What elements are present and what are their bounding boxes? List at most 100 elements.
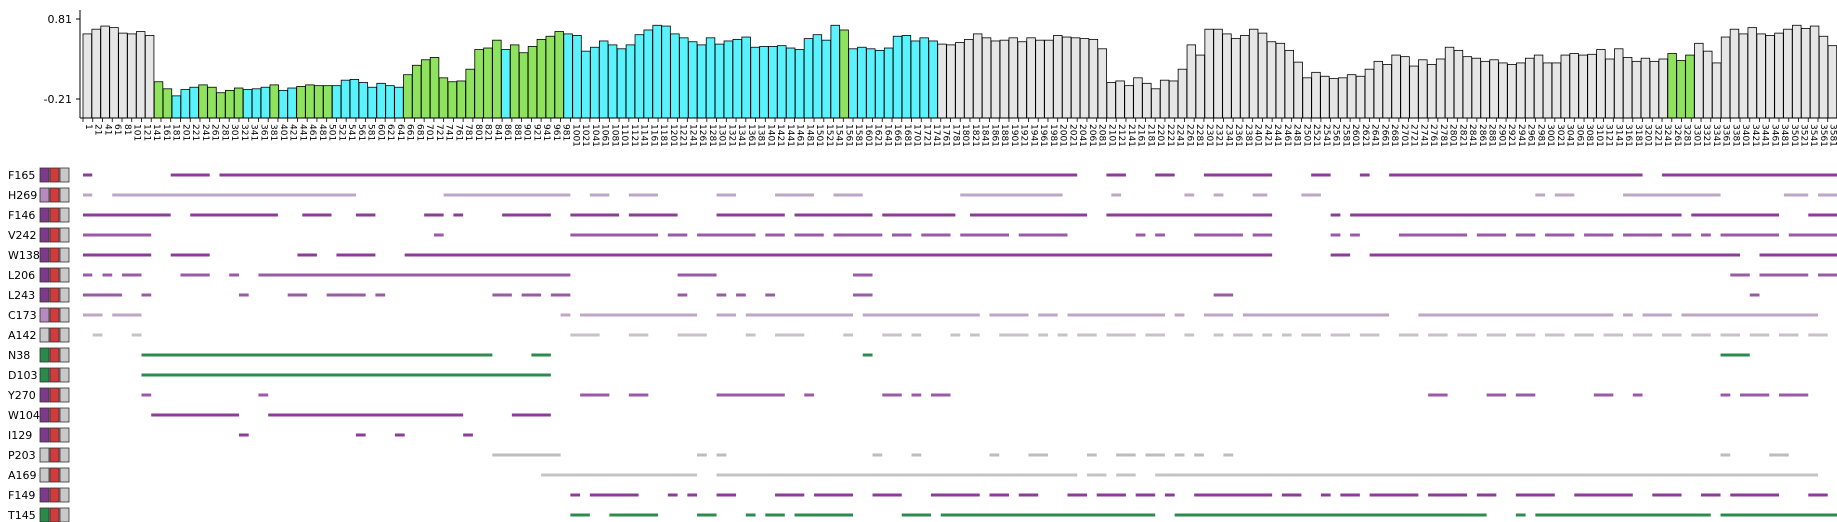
track-segment [1301, 333, 1321, 337]
x-tick-label: 1401 [765, 124, 775, 147]
track-segment [1213, 293, 1234, 297]
track-segment [141, 373, 551, 377]
track-segment [1145, 453, 1165, 457]
bar [180, 89, 190, 119]
track-segment [1086, 473, 1107, 477]
bar [545, 35, 555, 119]
track-segment [775, 333, 805, 337]
row-swatch [49, 407, 60, 423]
bar [866, 48, 876, 119]
track-segment [1077, 333, 1097, 337]
x-tick-label: 2601 [1350, 124, 1360, 147]
track-segment [1398, 233, 1468, 237]
bar [1809, 25, 1820, 119]
x-tick-label: 3201 [1643, 124, 1653, 147]
bar [109, 27, 119, 119]
x-tick-label: 3581 [1828, 124, 1837, 147]
bar [118, 32, 128, 119]
x-tick-label: 1761 [941, 124, 951, 147]
x-tick-label: 2101 [1106, 124, 1116, 147]
bar [501, 49, 511, 119]
row-label: L206 [8, 269, 35, 282]
track-segment [1252, 193, 1268, 197]
track-segment [1691, 213, 1779, 217]
x-tick-label: 401 [278, 124, 288, 141]
x-tick-label: 1721 [921, 124, 931, 147]
x-tick-label: 1821 [970, 124, 980, 147]
track-segment [1184, 333, 1195, 337]
bar [1703, 50, 1713, 119]
track-segment [872, 453, 883, 457]
track-segment [463, 433, 473, 437]
track-segment [580, 393, 610, 397]
track-segment [892, 233, 912, 237]
track-segment [911, 393, 922, 397]
track-segment [677, 333, 707, 337]
track-segment [1779, 393, 1809, 397]
bar [233, 87, 244, 119]
track-segment [1223, 453, 1234, 457]
bar [1195, 54, 1205, 119]
x-tick-label: 1161 [648, 124, 658, 147]
track-segment [804, 393, 815, 397]
track-segment [102, 273, 113, 277]
x-tick-label: 961 [551, 124, 561, 141]
x-tick-label: 3021 [1555, 124, 1565, 147]
bar [1231, 38, 1241, 119]
bar [1097, 48, 1108, 119]
x-tick-label: 881 [512, 124, 522, 141]
bar [474, 49, 484, 119]
x-tick-label: 2961 [1526, 124, 1536, 147]
bar [830, 24, 840, 119]
track-segment [628, 333, 649, 337]
row-swatch [49, 227, 60, 243]
x-tick-label: 1781 [950, 124, 960, 147]
track-segment [492, 293, 512, 297]
x-tick-label: 1461 [795, 124, 805, 147]
track-segment [1194, 453, 1204, 457]
bar [1302, 77, 1312, 119]
x-tick-label: 2761 [1428, 124, 1438, 147]
track-segment [736, 293, 746, 297]
bar [1364, 68, 1375, 119]
bar [661, 25, 671, 119]
track-segment [1301, 193, 1321, 197]
bar [777, 45, 787, 119]
bar [1222, 33, 1232, 119]
bar [607, 44, 618, 119]
x-tick-label: 2461 [1282, 124, 1292, 147]
track-segment [853, 273, 873, 277]
x-tick-label: 2901 [1496, 124, 1506, 147]
track-segment [1584, 233, 1614, 237]
track-segment [1720, 353, 1750, 357]
track-segment [921, 233, 951, 237]
track-segment [862, 353, 873, 357]
bar [1248, 28, 1259, 119]
x-tick-label: 781 [463, 124, 473, 141]
x-tick-label: 641 [395, 124, 405, 141]
x-tick-label: 2241 [1175, 124, 1185, 147]
track-segment [131, 333, 142, 337]
y-axis: 0.81 -0.21 [44, 10, 81, 118]
x-tick-label: 2221 [1165, 124, 1175, 147]
track-segment [1783, 193, 1809, 197]
bar [153, 81, 164, 119]
track-segment [1720, 333, 1741, 337]
x-tick-label: 121 [141, 124, 151, 141]
track-segment [765, 513, 785, 517]
x-tick-label: 901 [522, 124, 532, 141]
x-tick-label: 581 [366, 124, 376, 141]
bar [322, 85, 333, 119]
track-segment [1155, 173, 1175, 177]
row-swatch [39, 407, 50, 423]
bar [1133, 77, 1143, 119]
bar [412, 64, 422, 119]
track-segment [502, 213, 551, 217]
track-segment [141, 353, 493, 357]
track-segment [1808, 213, 1837, 217]
track-segment [745, 313, 854, 317]
track-segment [190, 213, 278, 217]
x-tick-label: 1881 [999, 124, 1009, 147]
row-label: L243 [8, 289, 35, 302]
x-tick-label: 1421 [775, 124, 785, 147]
